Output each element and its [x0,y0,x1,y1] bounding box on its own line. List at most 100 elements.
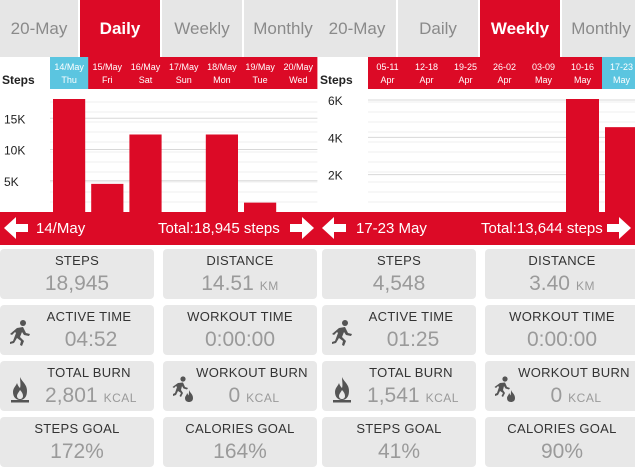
stat-unit: KCAL [103,391,137,405]
stat-number: 14.51 [201,272,254,295]
stat-number: 2,801 [45,384,98,407]
category-day-label[interactable]: Tue [253,75,268,85]
steps-bar[interactable] [566,99,599,212]
category-date-label[interactable]: 10-16 [571,62,594,72]
tab-weekly[interactable]: Weekly [480,0,562,57]
stat-number: 0 [550,384,563,407]
prev-arrow-icon[interactable] [4,217,28,239]
steps-bar[interactable] [205,134,238,213]
tab-bar: 20-May Daily Weekly Monthly [0,0,318,57]
stat-value: 18,945 [0,272,154,296]
steps-bar[interactable] [53,99,86,212]
category-date-label[interactable]: 17-23 [610,62,633,72]
category-date-label[interactable]: 14/May [54,62,84,72]
stat-label: STEPS [376,253,422,268]
category-day-label[interactable]: Mon [213,75,231,85]
period-label: 17-23 May [356,220,427,237]
runner-flame-icon [493,375,517,408]
category-date-label[interactable]: 16/May [131,62,161,72]
tab-weekly[interactable]: Weekly [162,0,244,57]
stat-value: 164% [163,440,317,464]
steps-bar[interactable] [129,134,162,213]
stat-label: WORKOUT TIME [187,309,293,324]
category-date-label[interactable]: 18/May [207,62,237,72]
stat-card-calories-goal: CALORIES GOAL 90% [485,417,635,467]
stat-value: 90% [485,440,635,464]
category-day-label[interactable]: Apr [497,75,511,85]
selected-category-highlight[interactable] [602,57,635,89]
stat-label: DISTANCE [528,253,596,268]
stat-value: 01:25 [350,328,476,352]
stat-card-workout-burn: WORKOUT BURN 0 KCAL [163,361,317,411]
category-date-label[interactable]: 05-11 [376,62,398,72]
steps-bar[interactable] [605,127,635,212]
stat-value: 2,801 KCAL [28,384,154,408]
stat-card-steps: STEPS 18,945 [0,249,154,299]
stat-label: CALORIES GOAL [185,421,295,436]
tab-date[interactable]: 20-May [318,0,398,57]
steps-chart[interactable]: Steps 6K 4K 2K 05-11 Apr 12-18 Apr 19-25 Apr 26-02… [318,57,635,212]
stat-label: STEPS GOAL [356,421,442,436]
category-day-label[interactable]: Wed [289,75,307,85]
steps-chart[interactable]: Steps 15K 10K 5K 14/May Thu 15/May Fri 16/May Sat… [0,57,318,212]
stat-label: WORKOUT BURN [196,365,308,380]
category-date-label[interactable]: 12-18 [415,62,438,72]
steps-chart-svg: Steps 15K 10K 5K 14/May Thu 15/May Fri 16/May Sat… [2,57,318,213]
steps-bar[interactable] [91,183,124,212]
tab-date[interactable]: 20-May [0,0,80,57]
category-date-label[interactable]: 03-09 [532,62,555,72]
stat-unit: KCAL [425,391,459,405]
period-label: 14/May [36,220,86,237]
stat-number: 04:52 [64,328,118,351]
selected-category-highlight[interactable] [50,57,89,89]
tab-daily[interactable]: Daily [80,0,162,57]
stat-card-distance: DISTANCE 14.51 KM [163,249,317,299]
stat-card-steps-goal: STEPS GOAL 172% [0,417,154,467]
stat-value: 14.51 KM [163,272,317,296]
tab-monthly[interactable]: Monthly [562,0,635,57]
category-date-label[interactable]: 19-25 [454,62,477,72]
category-date-label[interactable]: 26-02 [493,62,516,72]
stat-number: 41% [377,440,421,463]
stat-card-active-time: ACTIVE TIME 01:25 [322,305,476,355]
stat-value: 41% [322,440,476,464]
stat-value: 0 KCAL [191,384,317,408]
next-arrow-icon[interactable] [290,217,314,239]
category-date-label[interactable]: 15/May [93,62,123,72]
y-tick-label: 15K [4,112,25,126]
category-day-label[interactable]: Sun [176,75,192,85]
category-day-label[interactable]: Sat [139,75,153,85]
stat-number: 1,541 [367,384,420,407]
stat-card-workout-time: WORKOUT TIME 0:00:00 [485,305,635,355]
category-day-label[interactable]: Apr [419,75,433,85]
category-day-label[interactable]: Apr [380,75,394,85]
category-date-label[interactable]: 20/May [284,62,314,72]
stat-number: 172% [50,440,104,463]
total-steps-label: Total:18,945 steps [158,220,280,237]
y-axis-title: Steps [320,73,353,87]
category-day-label[interactable]: May [535,75,553,85]
stat-label: WORKOUT TIME [509,309,615,324]
tab-bar: 20-May Daily Weekly Monthly [318,0,635,57]
category-day-label[interactable]: May [613,75,631,85]
runner-flame-icon [171,375,195,408]
steps-bar[interactable] [244,202,277,212]
tab-daily[interactable]: Daily [398,0,480,57]
next-arrow-icon[interactable] [607,217,631,239]
stat-unit: KCAL [568,391,602,405]
category-day-label[interactable]: Thu [61,75,77,85]
stat-label: ACTIVE TIME [46,309,132,324]
flame-icon [330,375,354,408]
category-header [368,57,635,89]
stat-number: 3.40 [529,272,570,295]
stat-number: 0:00:00 [204,328,276,351]
y-tick-label: 10K [4,144,25,158]
prev-arrow-icon[interactable] [322,217,346,239]
steps-chart-svg: Steps 6K 4K 2K 05-11 Apr 12-18 Apr 19-25 Apr 26-02… [320,57,635,212]
category-date-label[interactable]: 17/May [169,62,199,72]
category-day-label[interactable]: May [574,75,592,85]
category-date-label[interactable]: 19/May [245,62,275,72]
category-day-label[interactable]: Fri [102,75,113,85]
category-day-label[interactable]: Apr [458,75,472,85]
tab-monthly[interactable]: Monthly [244,0,318,57]
